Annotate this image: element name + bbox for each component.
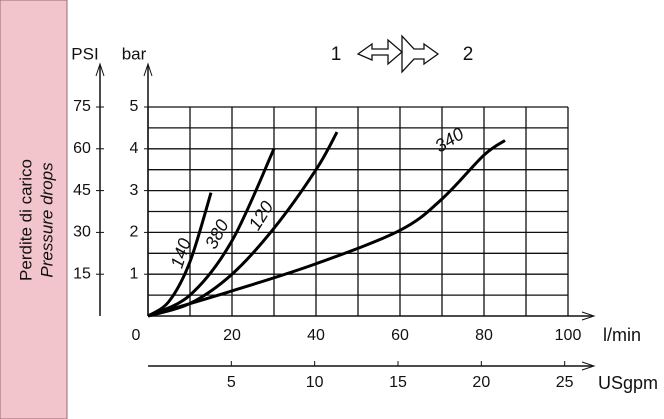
- legend-right: 2: [463, 44, 474, 65]
- x-axis-arrow: [581, 311, 596, 321]
- x-tick-label: 20: [223, 327, 241, 344]
- x2-axis-arrow: [581, 361, 596, 371]
- legend-left: 1: [331, 44, 342, 65]
- side-title: Perdite di carico: [16, 159, 35, 281]
- y2-tick-label: 75: [73, 98, 91, 115]
- y2-tick-label: 30: [73, 224, 91, 241]
- x2-tick-label: 5: [227, 374, 236, 391]
- y-tick-label: 1: [130, 265, 139, 282]
- y-axis-label: bar: [122, 44, 147, 63]
- curve-label: 140: [167, 236, 195, 271]
- x-tick-label: 0: [132, 327, 141, 344]
- y-tick-label: 2: [130, 224, 139, 241]
- y2-tick-label: 15: [73, 265, 91, 282]
- x-tick-label: 80: [475, 327, 493, 344]
- side-band: [0, 0, 68, 419]
- y2-axis-label: PSI: [71, 44, 98, 63]
- x-tick-label: 40: [307, 327, 325, 344]
- curve: [147, 139, 506, 318]
- y2-tick-label: 60: [73, 140, 91, 157]
- y-tick-label: 4: [130, 140, 139, 157]
- x2-axis-label: USgpm: [598, 373, 658, 393]
- x-tick-label: 100: [555, 327, 582, 344]
- x-tick-label: 60: [391, 327, 409, 344]
- x2-tick-label: 20: [472, 374, 490, 391]
- y-tick-label: 5: [130, 98, 139, 115]
- flow-arrow-left: [356, 38, 403, 66]
- x2-tick-label: 10: [306, 374, 324, 391]
- flow-arrow-right: [401, 34, 440, 74]
- side-subtitle: Pressure drops: [37, 162, 56, 278]
- y2-tick-label: 45: [73, 182, 91, 199]
- x-axis-label: l/min: [603, 325, 641, 345]
- y2-axis-arrow: [95, 62, 105, 77]
- y-axis-arrow: [143, 62, 153, 77]
- x2-tick-label: 25: [556, 374, 574, 391]
- x2-tick-label: 15: [389, 374, 407, 391]
- curve: [147, 148, 276, 318]
- y-tick-label: 3: [130, 182, 139, 199]
